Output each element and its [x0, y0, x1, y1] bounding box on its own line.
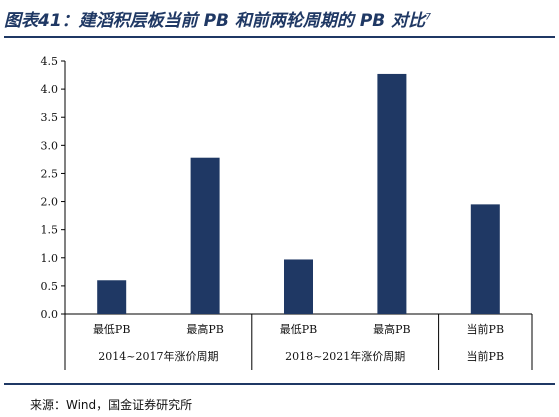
y-tick-label: 4.5: [41, 55, 59, 68]
y-tick-label: 2.0: [41, 196, 59, 209]
bar-1: [97, 280, 127, 314]
footer-rule: [4, 383, 555, 385]
category-label: 最高PB: [186, 322, 224, 336]
category-label: 最低PB: [93, 323, 131, 336]
title-rule: [4, 36, 555, 38]
source-note: 来源：Wind，国金证券研究所: [30, 398, 193, 412]
y-tick-label: 1.5: [41, 224, 59, 237]
y-tick-label: 0.5: [41, 280, 59, 293]
y-tick-label: 3.5: [41, 111, 59, 124]
y-tick-label: 2.5: [41, 167, 59, 180]
group-label: 2018~2021年涨价周期: [285, 349, 405, 363]
y-tick-label: 0.0: [41, 308, 59, 321]
category-label: 当前PB: [467, 322, 505, 336]
title-superscript: 7: [425, 12, 431, 23]
group-label: 当前PB: [467, 349, 505, 363]
y-tick-label: 3.0: [41, 139, 59, 152]
group-label: 2014~2017年涨价周期: [98, 349, 218, 363]
bar-3: [284, 259, 313, 314]
chart-title: 图表41：建滔积层板当前 PB 和前两轮周期的 PB 对比7: [4, 6, 556, 32]
category-label: 最低PB: [280, 323, 318, 336]
bar-4: [377, 73, 407, 314]
bar-5: [470, 204, 500, 314]
y-tick-label: 4.0: [41, 83, 59, 96]
y-tick-label: 1.0: [41, 252, 59, 265]
category-label: 最高PB: [373, 322, 411, 336]
bar-2: [190, 157, 220, 314]
title-prefix: 图表41：: [4, 11, 79, 31]
title-text: 建滔积层板当前 PB 和前两轮周期的 PB 对比: [78, 11, 426, 31]
